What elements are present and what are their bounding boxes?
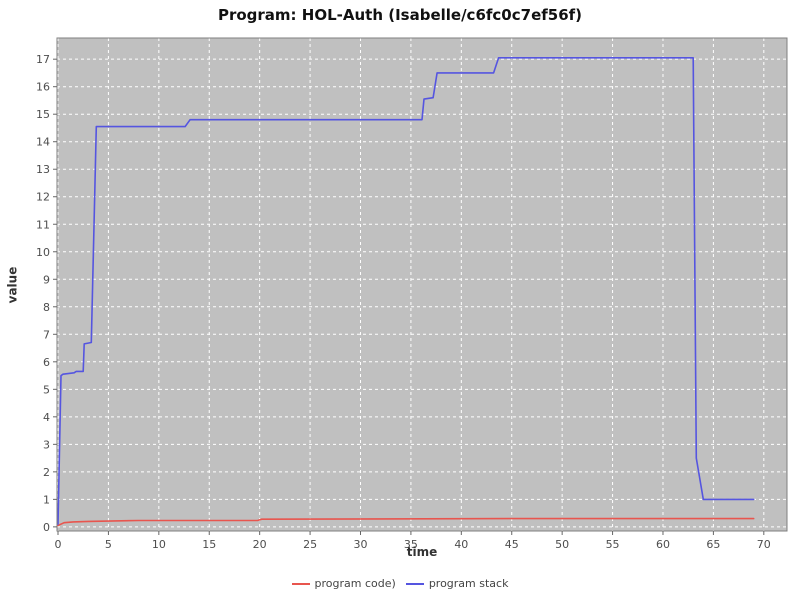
x-tick-label: 40 [454,538,468,551]
y-tick-label: 14 [36,136,50,149]
x-tick-label: 15 [202,538,216,551]
chart-legend: program code) program stack [0,577,800,590]
x-tick-label: 60 [656,538,670,551]
legend-swatch-program-code [291,582,310,585]
y-tick-label: 15 [36,108,50,121]
x-tick-label: 10 [152,538,166,551]
x-tick-label: 45 [505,538,519,551]
x-tick-label: 25 [303,538,317,551]
y-tick-label: 3 [43,438,50,451]
legend-swatch-program-stack [405,582,424,585]
x-tick-label: 70 [757,538,771,551]
x-tick-label: 35 [404,538,418,551]
x-tick-label: 5 [105,538,112,551]
x-tick-label: 65 [706,538,720,551]
y-tick-label: 4 [43,411,50,424]
y-tick-label: 10 [36,246,50,259]
series-line-program-stack [57,56,755,525]
y-tick-label: 13 [36,163,50,176]
y-axis-label-wrap: value [2,38,22,531]
y-tick-label: 9 [43,273,50,286]
y-tick-label: 1 [43,493,50,506]
x-tick-label: 30 [353,538,367,551]
x-tick-label: 0 [55,538,62,551]
y-tick-label: 7 [43,328,50,341]
legend-item-program-code: program code) [291,577,396,590]
y-tick-label: 16 [36,81,50,94]
y-axis-label: value [5,266,19,303]
y-tick-label: 5 [43,383,50,396]
plot-border [56,37,788,532]
y-tick-label: 2 [43,466,50,479]
legend-label-program-code: program code) [314,577,396,590]
y-tick-label: 0 [43,521,50,534]
x-tick-label: 55 [606,538,620,551]
x-tick-label: 20 [253,538,267,551]
legend-label-program-stack: program stack [428,577,509,590]
x-axis-label: time [406,545,438,559]
y-tick-label: 17 [36,53,50,66]
chart-title: Program: HOL-Auth (Isabelle/c6fc0c7ef56f… [217,6,583,24]
x-tick-label: 50 [555,538,569,551]
legend-item-program-stack: program stack [405,577,509,590]
y-tick-label: 8 [43,301,50,314]
y-tick-label: 11 [36,218,50,231]
series-line-program-code [57,517,755,527]
y-tick-label: 6 [43,356,50,369]
y-tick-label: 12 [36,191,50,204]
